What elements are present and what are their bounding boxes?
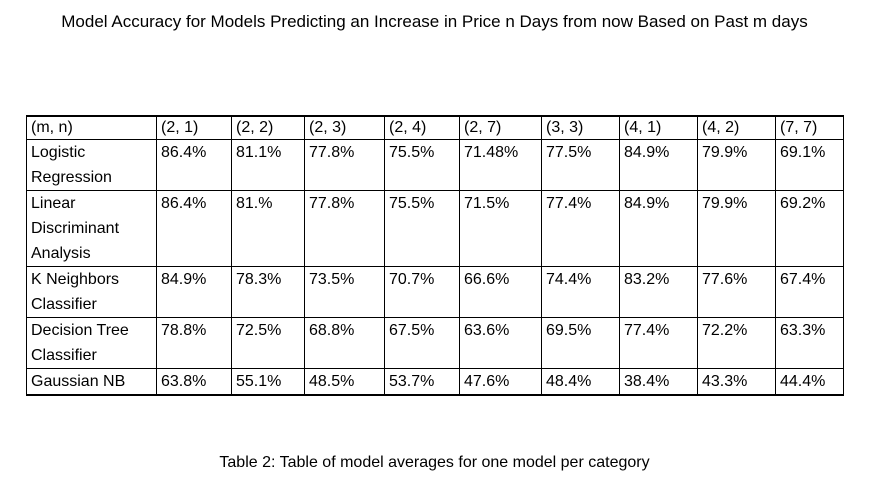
table-cell: 84.9% [619,190,698,267]
table-cell: 75.5% [384,139,460,191]
table-cell: 67.4% [775,266,844,318]
table-cell: 63.8% [156,368,232,396]
table-cell: 81.1% [231,139,305,191]
table-cell: 79.9% [697,190,776,267]
table-cell: 66.6% [459,266,542,318]
table-cell: 77.8% [304,190,385,267]
column-header: (2, 7) [459,115,542,140]
row-label: Decision Tree Classifier [26,317,157,369]
column-header: (3, 3) [541,115,620,140]
table-cell: 86.4% [156,190,232,267]
table-cell: 69.2% [775,190,844,267]
table-cell: 70.7% [384,266,460,318]
table-cell: 77.6% [697,266,776,318]
row-label: Linear Discriminant Analysis [26,190,157,267]
table-row: Decision Tree Classifier 78.8% 72.5% 68.8% 6… [26,317,844,369]
table-cell: 77.4% [541,190,620,267]
table-caption: Table 2: Table of model averages for one… [219,454,650,471]
table-cell: 72.5% [231,317,305,369]
table-cell: 47.6% [459,368,542,396]
column-header: (7, 7) [775,115,844,140]
table-cell: 79.9% [697,139,776,191]
table-row: Linear Discriminant Analysis 86.4% 81.% 77.… [26,190,844,267]
column-header: (4, 2) [697,115,776,140]
table-cell: 77.5% [541,139,620,191]
column-header: (2, 1) [156,115,232,140]
table-cell: 84.9% [619,139,698,191]
table-cell: 84.9% [156,266,232,318]
table-cell: 73.5% [304,266,385,318]
column-header: (2, 3) [304,115,385,140]
table-cell: 48.4% [541,368,620,396]
table-cell: 74.4% [541,266,620,318]
table-cell: 86.4% [156,139,232,191]
table-cell: 53.7% [384,368,460,396]
table-cell: 77.8% [304,139,385,191]
table-cell: 83.2% [619,266,698,318]
table-body: (m, n) (2, 1) (2, 2) (2, 3) (2, 4) (2, 7… [26,115,844,396]
table-cell: 72.2% [697,317,776,369]
page-title: Model Accuracy for Models Predicting an … [61,12,808,31]
row-label: K Neighbors Classifier [26,266,157,318]
table-cell: 75.5% [384,190,460,267]
table-cell: 78.3% [231,266,305,318]
table-cell: 67.5% [384,317,460,369]
accuracy-table: (m, n) (2, 1) (2, 2) (2, 3) (2, 4) (2, 7… [26,115,844,396]
row-label: Gaussian NB [26,368,157,396]
table-cell: 71.48% [459,139,542,191]
table-cell: 44.4% [775,368,844,396]
table-cell: 71.5% [459,190,542,267]
table-cell: 55.1% [231,368,305,396]
table-cell: 43.3% [697,368,776,396]
table-cell: 48.5% [304,368,385,396]
column-header: (2, 4) [384,115,460,140]
column-header: (4, 1) [619,115,698,140]
row-label: Logistic Regression [26,139,157,191]
table-cell: 38.4% [619,368,698,396]
table-cell: 63.6% [459,317,542,369]
table-row: Logistic Regression 86.4% 81.1% 77.8% 75.5% 7… [26,139,844,191]
column-header: (2, 2) [231,115,305,140]
table-cell: 68.8% [304,317,385,369]
table-header-row: (m, n) (2, 1) (2, 2) (2, 3) (2, 4) (2, 7… [26,115,844,140]
table-row: K Neighbors Classifier 84.9% 78.3% 73.5% 70.… [26,266,844,318]
table-cell: 78.8% [156,317,232,369]
table-cell: 77.4% [619,317,698,369]
table-cell: 81.% [231,190,305,267]
corner-cell: (m, n) [26,115,157,140]
table-cell: 69.1% [775,139,844,191]
table-cell: 63.3% [775,317,844,369]
table-cell: 69.5% [541,317,620,369]
table-row: Gaussian NB 63.8% 55.1% 48.5% 53.7% 47.6% 48.4… [26,368,844,396]
